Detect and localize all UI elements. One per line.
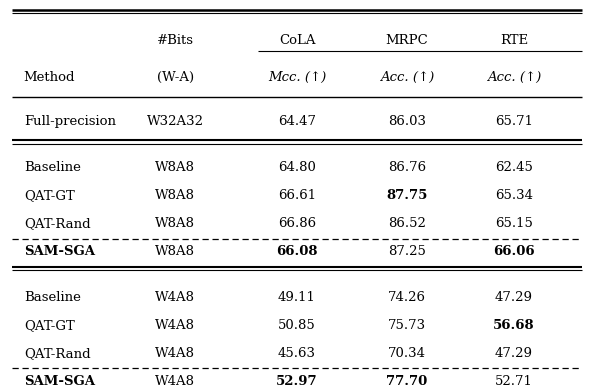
Text: 66.08: 66.08 [276, 245, 318, 258]
Text: 77.70: 77.70 [386, 375, 428, 386]
Text: 52.71: 52.71 [495, 375, 533, 386]
Text: QAT-GT: QAT-GT [24, 319, 74, 332]
Text: 65.34: 65.34 [495, 189, 533, 202]
Text: 70.34: 70.34 [388, 347, 426, 360]
Text: W8A8: W8A8 [155, 217, 195, 230]
Text: 47.29: 47.29 [495, 347, 533, 360]
Text: 52.97: 52.97 [276, 375, 318, 386]
Text: 74.26: 74.26 [388, 291, 426, 305]
Text: W4A8: W4A8 [155, 319, 195, 332]
Text: W4A8: W4A8 [155, 375, 195, 386]
Text: 66.06: 66.06 [493, 245, 535, 258]
Text: 86.03: 86.03 [388, 115, 426, 128]
Text: 47.29: 47.29 [495, 291, 533, 305]
Text: QAT-Rand: QAT-Rand [24, 347, 90, 360]
Text: SAM-SGA: SAM-SGA [24, 245, 95, 258]
Text: 86.52: 86.52 [388, 217, 426, 230]
Text: 66.61: 66.61 [278, 189, 316, 202]
Text: (W-A): (W-A) [157, 71, 194, 84]
Text: SAM-SGA: SAM-SGA [24, 375, 95, 386]
Text: 86.76: 86.76 [388, 161, 426, 174]
Text: Method: Method [24, 71, 75, 84]
Text: QAT-GT: QAT-GT [24, 189, 74, 202]
Text: 64.80: 64.80 [278, 161, 316, 174]
Text: W8A8: W8A8 [155, 161, 195, 174]
Text: 87.25: 87.25 [388, 245, 426, 258]
Text: Acc. (↑): Acc. (↑) [486, 71, 541, 84]
Text: 65.15: 65.15 [495, 217, 533, 230]
Text: Acc. (↑): Acc. (↑) [380, 71, 434, 84]
Text: W4A8: W4A8 [155, 347, 195, 360]
Text: 87.75: 87.75 [386, 189, 428, 202]
Text: CoLA: CoLA [279, 34, 315, 47]
Text: 49.11: 49.11 [278, 291, 316, 305]
Text: W4A8: W4A8 [155, 291, 195, 305]
Text: #Bits: #Bits [157, 34, 194, 47]
Text: Baseline: Baseline [24, 291, 81, 305]
Text: 62.45: 62.45 [495, 161, 533, 174]
Text: 50.85: 50.85 [278, 319, 316, 332]
Text: 56.68: 56.68 [493, 319, 535, 332]
Text: 66.86: 66.86 [278, 217, 316, 230]
Text: 75.73: 75.73 [388, 319, 426, 332]
Text: 64.47: 64.47 [278, 115, 316, 128]
Text: W32A32: W32A32 [147, 115, 204, 128]
Text: Baseline: Baseline [24, 161, 81, 174]
Text: RTE: RTE [500, 34, 528, 47]
Text: W8A8: W8A8 [155, 245, 195, 258]
Text: Mcc. (↑): Mcc. (↑) [268, 71, 326, 84]
Text: MRPC: MRPC [386, 34, 428, 47]
Text: 45.63: 45.63 [278, 347, 316, 360]
Text: W8A8: W8A8 [155, 189, 195, 202]
Text: 65.71: 65.71 [495, 115, 533, 128]
Text: Full-precision: Full-precision [24, 115, 116, 128]
Text: QAT-Rand: QAT-Rand [24, 217, 90, 230]
